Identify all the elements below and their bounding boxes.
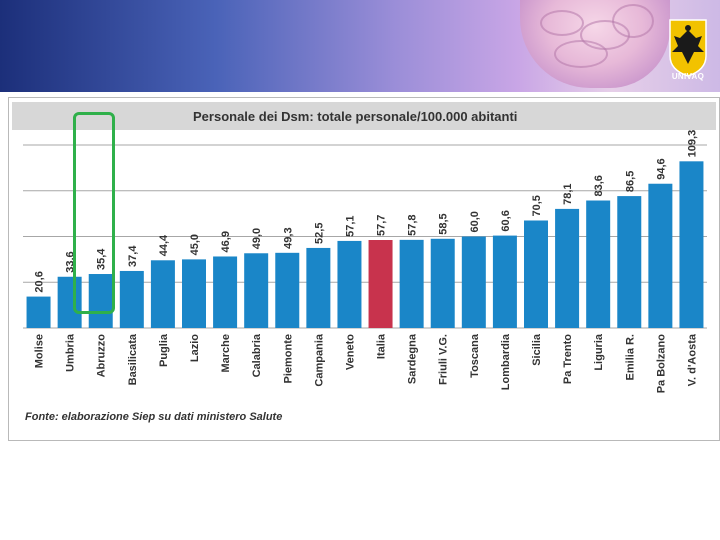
category-label: Lazio xyxy=(189,334,201,362)
category-label: Toscana xyxy=(469,333,481,378)
category-label: Sardegna xyxy=(407,333,419,384)
category-label: Puglia xyxy=(158,333,170,367)
value-label: 60,0 xyxy=(469,211,481,232)
category-label: Lombardia xyxy=(500,333,512,390)
value-label: 78,1 xyxy=(562,183,574,204)
value-label: 49,0 xyxy=(251,228,263,249)
category-label: Pa Bolzano xyxy=(655,334,667,394)
category-label: Sicilia xyxy=(531,333,543,366)
bar-marche xyxy=(213,256,238,328)
value-label: 49,3 xyxy=(282,227,294,248)
category-label: V. d'Aosta xyxy=(686,333,698,386)
value-label: 57,7 xyxy=(376,215,388,236)
category-label: Emilia R. xyxy=(624,334,636,380)
category-label: Marche xyxy=(220,334,232,373)
category-label: Basilicata xyxy=(127,333,139,385)
brain-fold xyxy=(540,10,584,36)
category-label: Abruzzo xyxy=(96,334,108,378)
bar-sardegna xyxy=(399,239,424,328)
category-label: Piemonte xyxy=(282,334,294,384)
category-label: Liguria xyxy=(593,333,605,371)
value-label: 109,3 xyxy=(686,130,698,158)
bar-veneto xyxy=(337,240,362,328)
value-label: 60,6 xyxy=(500,210,512,231)
chart-title-bar xyxy=(12,102,716,130)
value-label: 44,4 xyxy=(158,234,170,256)
value-label: 37,4 xyxy=(127,245,139,267)
bar-chart: 20,6Molise33,6Umbria35,4Abruzzo37,4Basil… xyxy=(23,130,707,394)
bar-abruzzo xyxy=(88,274,113,328)
source-note: Fonte: elaborazione Siep su dati ministe… xyxy=(25,411,283,423)
chart-panel: Personale dei Dsm: totale personale/100.… xyxy=(8,97,720,441)
bar-basilicata xyxy=(119,270,144,328)
bar-campania xyxy=(306,247,331,328)
abruzzo-highlight-box xyxy=(73,112,115,314)
brain-fold xyxy=(554,40,608,68)
brain-fold xyxy=(612,4,654,38)
bar-calabria xyxy=(244,253,269,328)
logo-label: UNIVAQ xyxy=(671,72,705,81)
value-label: 57,8 xyxy=(407,214,419,235)
bar-v-d-aosta xyxy=(679,161,704,328)
value-label: 94,6 xyxy=(655,158,667,179)
bar-liguria xyxy=(586,200,611,328)
bar-toscana xyxy=(461,236,486,328)
value-label: 45,0 xyxy=(189,234,201,255)
bar-molise xyxy=(26,296,51,328)
category-label: Umbria xyxy=(65,333,77,372)
category-label: Italia xyxy=(376,333,388,359)
bar-italia xyxy=(368,240,393,328)
bar-puglia xyxy=(150,260,175,328)
value-label: 83,6 xyxy=(593,175,605,196)
bar-pa-trento xyxy=(555,208,580,328)
value-label: 70,5 xyxy=(531,195,543,216)
category-label: Pa Trento xyxy=(562,334,574,384)
bar-piemonte xyxy=(275,252,300,328)
value-label: 57,1 xyxy=(344,216,356,237)
chart-title: Personale dei Dsm: totale personale/100.… xyxy=(193,109,518,124)
category-label: Veneto xyxy=(344,334,356,370)
bar-lazio xyxy=(182,259,206,328)
bar-lombardia xyxy=(492,235,517,328)
value-label: 20,6 xyxy=(34,271,46,292)
bar-sicilia xyxy=(524,220,548,328)
category-label: Campania xyxy=(313,333,325,386)
value-label: 52,5 xyxy=(313,223,325,244)
category-label: Molise xyxy=(34,334,46,368)
category-label: Friuli V.G. xyxy=(438,334,450,385)
bar-umbria xyxy=(57,276,82,328)
category-label: Calabria xyxy=(251,333,263,377)
value-label: 46,9 xyxy=(220,231,232,252)
bar-friuli-v-g xyxy=(430,238,455,328)
univaq-logo-icon xyxy=(669,19,707,77)
value-label: 58,5 xyxy=(438,213,450,234)
value-label: 86,5 xyxy=(624,171,636,192)
value-label: 35,4 xyxy=(96,248,108,270)
bar-emilia-r xyxy=(617,196,642,328)
bar-pa-bolzano xyxy=(648,183,673,328)
